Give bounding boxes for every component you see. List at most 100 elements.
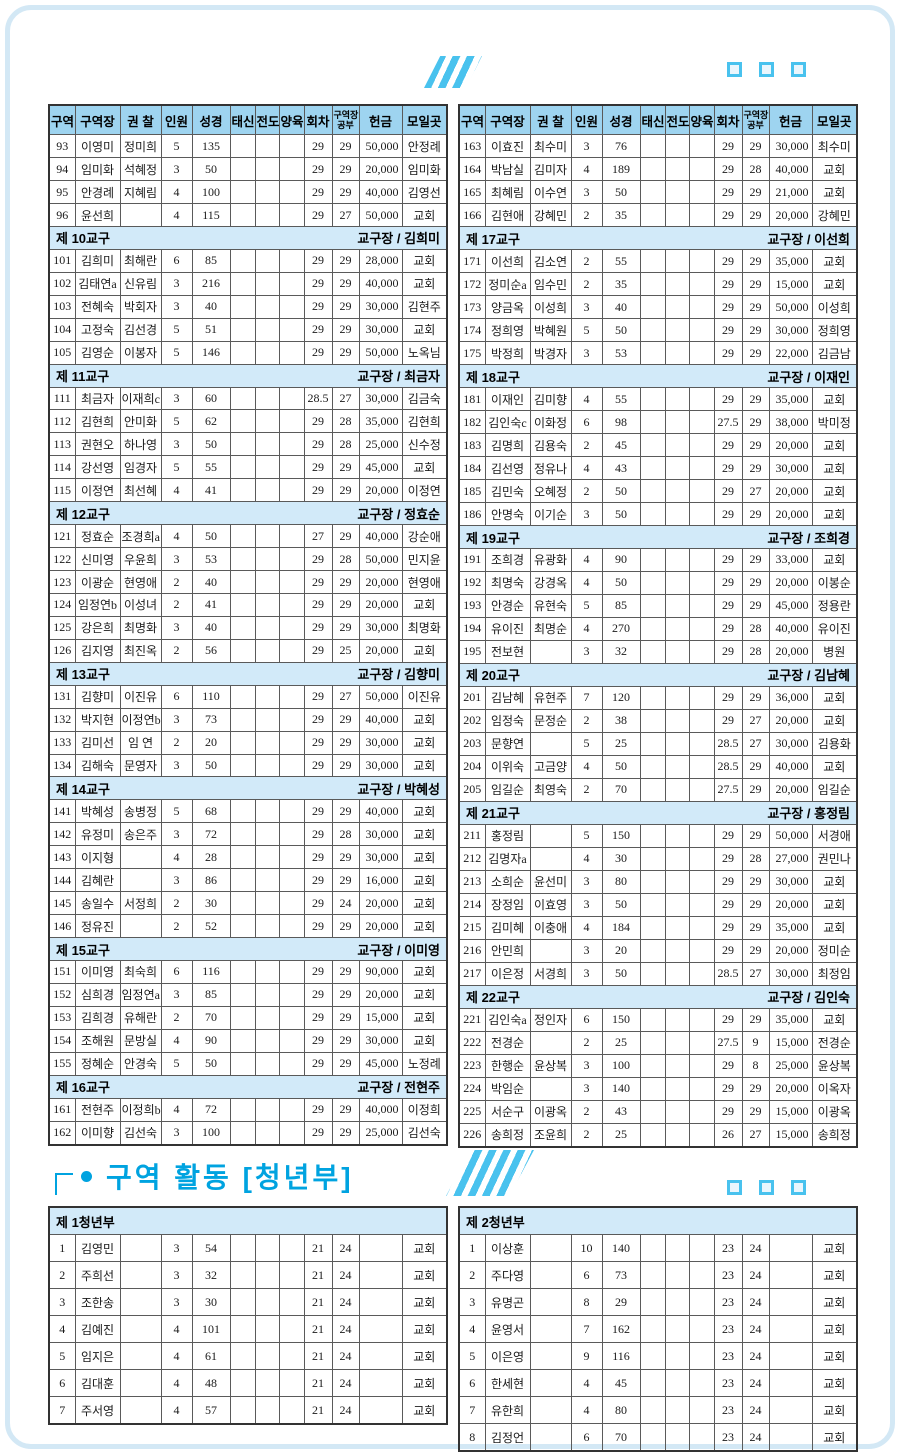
cell-district: 184: [458, 456, 486, 481]
cell-study: 28: [331, 432, 360, 457]
cell-bible: 116: [191, 959, 231, 984]
cell-steward: 문영자: [119, 753, 162, 778]
cell-taesin: [639, 1261, 666, 1289]
cell-offering: 45,000: [768, 593, 813, 618]
cell-place: 교회: [401, 203, 448, 227]
cell-evangelism: [664, 134, 690, 159]
cell-leader: 김대훈: [74, 1369, 121, 1397]
cell-evangelism: [664, 915, 690, 940]
table-row: 121 정효순 조경희a 4 50 27 29 40,000 강순애: [48, 524, 448, 549]
cell-study: 29: [741, 456, 770, 481]
cell-steward: [529, 1030, 572, 1055]
cell-nurture: [688, 1053, 715, 1078]
cell-leader: 김희미: [74, 248, 121, 273]
cell-week: 29: [303, 592, 333, 617]
section-leader: 교구장 / 전현주: [357, 1080, 440, 1096]
table-row: 195 전보현 3 32 29 28 20,000 병원: [458, 639, 858, 664]
cell-offering: 35,000: [768, 387, 813, 412]
cell-bible: 32: [191, 1261, 231, 1289]
cell-bible: 40: [191, 570, 231, 594]
cell-study: 9: [741, 1030, 770, 1055]
cell-steward: 하나영: [119, 432, 162, 457]
cell-members: 2: [570, 708, 603, 733]
cell-week: 29: [303, 799, 333, 824]
cell-bible: 50: [601, 479, 641, 504]
square-icon: [791, 62, 806, 77]
cell-taesin: [639, 272, 666, 297]
cell-offering: 20,000: [358, 914, 403, 939]
cell-study: 29: [331, 914, 360, 939]
cell-evangelism: [664, 1076, 690, 1101]
cell-place: 최수미: [811, 134, 858, 159]
cell-district: 151: [48, 959, 76, 984]
cell-place: 교회: [401, 271, 448, 296]
cell-evangelism: [664, 823, 690, 848]
cell-evangelism: [664, 1261, 690, 1289]
cell-week: 29: [713, 639, 743, 664]
section-header-row: 제 13교구 교구장 / 김향미: [48, 661, 448, 686]
cell-nurture: [688, 1261, 715, 1289]
cell-leader: 최혜림: [484, 180, 531, 205]
section-header-row: 제 12교구 교구장 / 정효순: [48, 501, 448, 526]
cell-nurture: [278, 180, 305, 205]
cell-leader: 박남실: [484, 157, 531, 182]
cell-offering: 27,000: [768, 846, 813, 871]
cell-leader: 주서영: [74, 1396, 121, 1425]
section-leader: 교구장 / 이선희: [767, 231, 850, 247]
cell-nurture: [278, 1342, 305, 1370]
square-icon: [791, 1180, 806, 1195]
cell-members: 4: [160, 1369, 193, 1397]
table-row: 146 정유진 2 52 29 29 20,000 교회: [48, 914, 448, 939]
cell-district: 143: [48, 845, 76, 870]
cell-nurture: [688, 249, 715, 274]
cell-bible: 50: [601, 570, 641, 595]
cell-study: 29: [331, 157, 360, 182]
cell-offering: 40,000: [768, 157, 813, 182]
cell-steward: [119, 1234, 162, 1262]
cell-district: 126: [48, 638, 76, 663]
cell-offering: 33,000: [768, 548, 813, 572]
cell-leader: 안경례: [74, 180, 121, 205]
cell-evangelism: [664, 685, 690, 710]
cell-bible: 50: [601, 180, 641, 205]
cell-leader: 이재인: [484, 387, 531, 412]
cell-taesin: [229, 386, 256, 411]
cell-members: 5: [160, 409, 193, 434]
cell-bible: 150: [601, 1007, 641, 1032]
cell-nurture: [688, 1315, 715, 1343]
cell-district: 124: [48, 592, 76, 617]
cell-place: 교회: [401, 753, 448, 778]
cell-members: 3: [160, 615, 193, 640]
cell-members: 3: [570, 341, 603, 366]
cell-bible: 45: [601, 433, 641, 458]
cell-week: 23: [713, 1288, 743, 1316]
section-header-row: 제 21교구 교구장 / 홍정림: [458, 800, 858, 825]
cell-steward: 안경숙: [119, 1051, 162, 1076]
cell-place: 교회: [401, 1342, 448, 1370]
cell-week: 29: [303, 1005, 333, 1030]
cell-nurture: [278, 203, 305, 227]
cell-nurture: [688, 341, 715, 366]
cell-place: 교회: [401, 914, 448, 939]
table-row: 216 안민희 3 20 29 29 20,000 정미순: [458, 938, 858, 963]
cell-district: 3: [458, 1288, 486, 1316]
cell-offering: 20,000: [768, 708, 813, 733]
cell-place: 전경순: [811, 1030, 858, 1055]
cell-evangelism: [254, 1120, 280, 1146]
cell-members: 2: [570, 777, 603, 802]
cell-leader: 유명곤: [484, 1288, 531, 1316]
cell-bible: 28: [191, 845, 231, 870]
cell-place: 민지윤: [401, 547, 448, 572]
cell-bible: 73: [601, 1261, 641, 1289]
col-taesin: 태신: [229, 104, 256, 136]
cell-nurture: [688, 1234, 715, 1262]
cell-leader: 송일수: [74, 891, 121, 916]
cell-study: 24: [741, 1396, 770, 1424]
cell-offering: 20,000: [768, 479, 813, 504]
cell-nurture: [688, 180, 715, 205]
cell-leader: 김명희: [484, 433, 531, 458]
section-leader: 교구장 / 김인숙: [767, 990, 850, 1006]
cell-place: 교회: [811, 1234, 858, 1262]
cell-week: 23: [713, 1315, 743, 1343]
cell-members: 5: [570, 593, 603, 618]
